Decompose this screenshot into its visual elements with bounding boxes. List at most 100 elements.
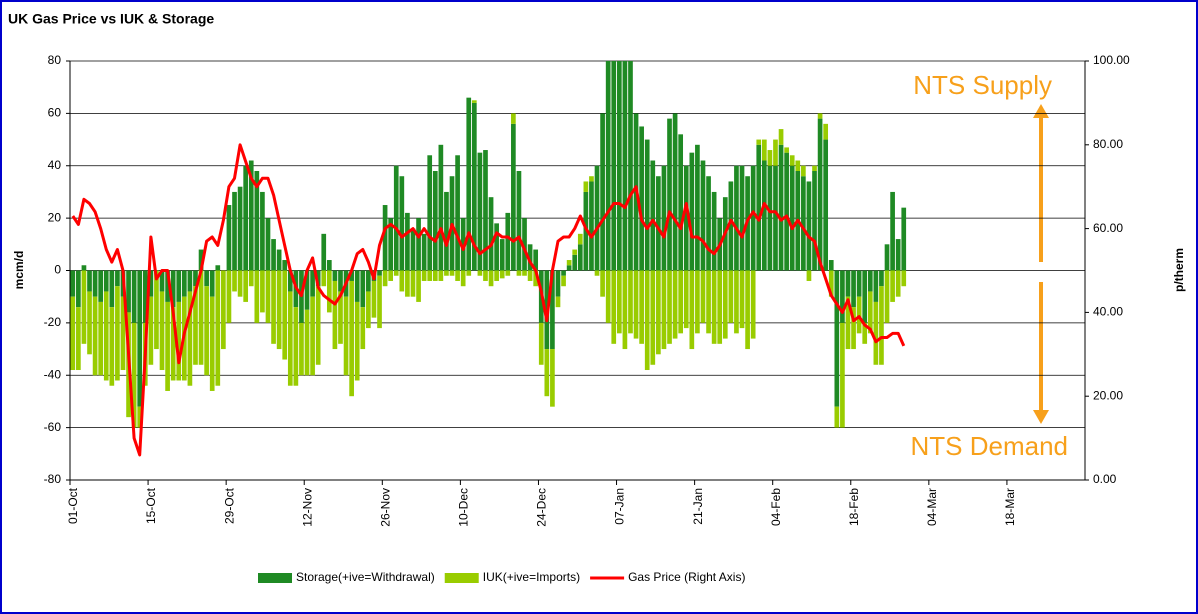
- bar: [304, 270, 310, 310]
- y-tick-label: 80: [48, 53, 62, 67]
- bar: [326, 260, 332, 271]
- bar: [901, 207, 907, 271]
- legend-swatch: [258, 573, 292, 583]
- bar: [817, 113, 823, 119]
- bar: [499, 239, 505, 271]
- bar: [92, 296, 98, 376]
- bar: [193, 286, 198, 365]
- bar: [103, 291, 109, 381]
- bar: [667, 270, 672, 344]
- bar: [360, 270, 366, 308]
- bar: [349, 270, 354, 281]
- y2-tick-label: 60.00: [1093, 221, 1123, 235]
- bar: [271, 239, 276, 271]
- bar: [165, 270, 170, 302]
- bar: [332, 280, 338, 350]
- bar: [533, 270, 539, 287]
- bar: [672, 270, 678, 339]
- bar: [778, 129, 784, 145]
- bar: [616, 270, 622, 334]
- bar: [377, 275, 382, 329]
- x-tick-label: 04-Feb: [769, 488, 783, 526]
- y-tick-label: 40: [48, 158, 62, 172]
- bar: [215, 265, 221, 271]
- bar: [695, 270, 700, 334]
- bar: [410, 228, 416, 271]
- bar: [689, 270, 695, 350]
- bar: [366, 291, 371, 329]
- bar: [477, 152, 483, 271]
- bar: [438, 144, 444, 271]
- bar: [700, 270, 706, 323]
- bar: [511, 123, 516, 271]
- bar: [823, 123, 829, 140]
- bar: [260, 191, 265, 271]
- bar: [293, 307, 299, 386]
- bar: [823, 139, 829, 271]
- bar: [683, 165, 689, 271]
- bar: [516, 270, 522, 276]
- bar: [326, 270, 332, 313]
- bar: [622, 270, 628, 350]
- bar: [76, 307, 81, 371]
- bar: [867, 291, 873, 334]
- bar: [817, 118, 823, 271]
- bar: [393, 165, 399, 271]
- bar: [639, 126, 644, 271]
- bar: [444, 191, 449, 271]
- bar: [600, 270, 605, 297]
- bar: [812, 170, 817, 271]
- bar: [544, 349, 550, 397]
- x-tick-label: 21-Jan: [691, 488, 705, 525]
- y2-tick-label: 100.00: [1093, 53, 1130, 67]
- bar: [98, 301, 104, 376]
- bar: [745, 270, 750, 350]
- bar: [243, 165, 249, 271]
- bar: [656, 270, 661, 355]
- bar: [421, 233, 427, 271]
- legend-label: Gas Price (Right Axis): [628, 570, 745, 584]
- bar: [276, 270, 282, 350]
- bar: [527, 244, 533, 271]
- bar: [594, 165, 600, 271]
- x-tick-label: 18-Mar: [1003, 488, 1017, 526]
- bar: [522, 270, 527, 276]
- bar: [566, 260, 572, 266]
- x-tick-label: 24-Dec: [535, 488, 549, 527]
- bar: [438, 270, 444, 281]
- bar: [488, 197, 494, 271]
- bar: [840, 322, 845, 428]
- bar: [494, 223, 499, 271]
- bar: [382, 205, 388, 271]
- bar: [890, 270, 895, 302]
- bar: [204, 286, 209, 376]
- bar: [226, 270, 232, 323]
- bar: [243, 270, 249, 302]
- bar: [115, 270, 120, 287]
- bar: [895, 239, 901, 271]
- bar: [873, 270, 879, 302]
- bar: [393, 270, 399, 276]
- bar: [115, 286, 120, 381]
- bar: [795, 160, 801, 171]
- bar: [483, 270, 488, 281]
- bar: [148, 270, 154, 297]
- bar: [310, 270, 315, 297]
- bar: [555, 296, 561, 308]
- bar: [299, 322, 304, 376]
- bar: [550, 349, 555, 407]
- y-tick-label: -80: [44, 472, 62, 486]
- bar: [170, 307, 176, 381]
- bar: [538, 322, 544, 365]
- bar: [550, 270, 555, 350]
- bar: [722, 270, 728, 339]
- bar: [427, 155, 433, 271]
- bar: [271, 270, 276, 344]
- bar: [176, 270, 182, 302]
- bar: [616, 61, 622, 271]
- bar: [667, 118, 672, 271]
- bar: [711, 270, 717, 344]
- bar: [338, 291, 343, 344]
- bar: [131, 322, 137, 428]
- bar: [789, 165, 795, 271]
